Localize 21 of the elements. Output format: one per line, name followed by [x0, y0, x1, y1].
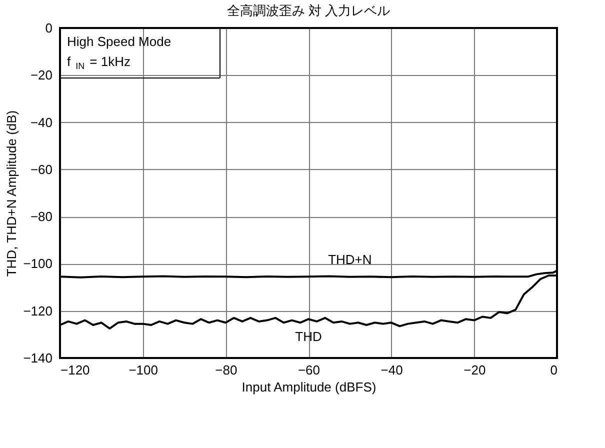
y-tick-label: −140 — [23, 350, 52, 366]
y-tick-label: −80 — [30, 209, 52, 224]
y-tick-label: 0 — [45, 20, 52, 36]
chart-title: 全高調波歪み 対 入力レベル — [226, 3, 390, 18]
x-tick-label: −120 — [60, 362, 90, 378]
y-tick-label: −120 — [23, 303, 52, 318]
x-tick-label: −20 — [464, 362, 486, 378]
y-tick-label: −100 — [23, 256, 52, 272]
y-axis-title: THD, THD+N Amplitude (dB) — [4, 110, 20, 277]
x-tick-label: −80 — [215, 362, 238, 378]
x-tick-label: −60 — [298, 362, 320, 378]
series-label: THD — [295, 329, 322, 344]
annotation: High Speed Mode — [67, 34, 172, 49]
y-tick-label: −20 — [30, 68, 52, 83]
x-tick-label: −40 — [380, 362, 403, 378]
series-label: THD+N — [328, 252, 372, 267]
x-axis-title: Input Amplitude (dBFS) — [242, 380, 376, 394]
x-tick-label: 0 — [550, 362, 558, 378]
y-tick-label: −60 — [30, 162, 52, 177]
y-tick-label: −40 — [30, 114, 52, 130]
x-tick-label: −100 — [128, 362, 158, 378]
